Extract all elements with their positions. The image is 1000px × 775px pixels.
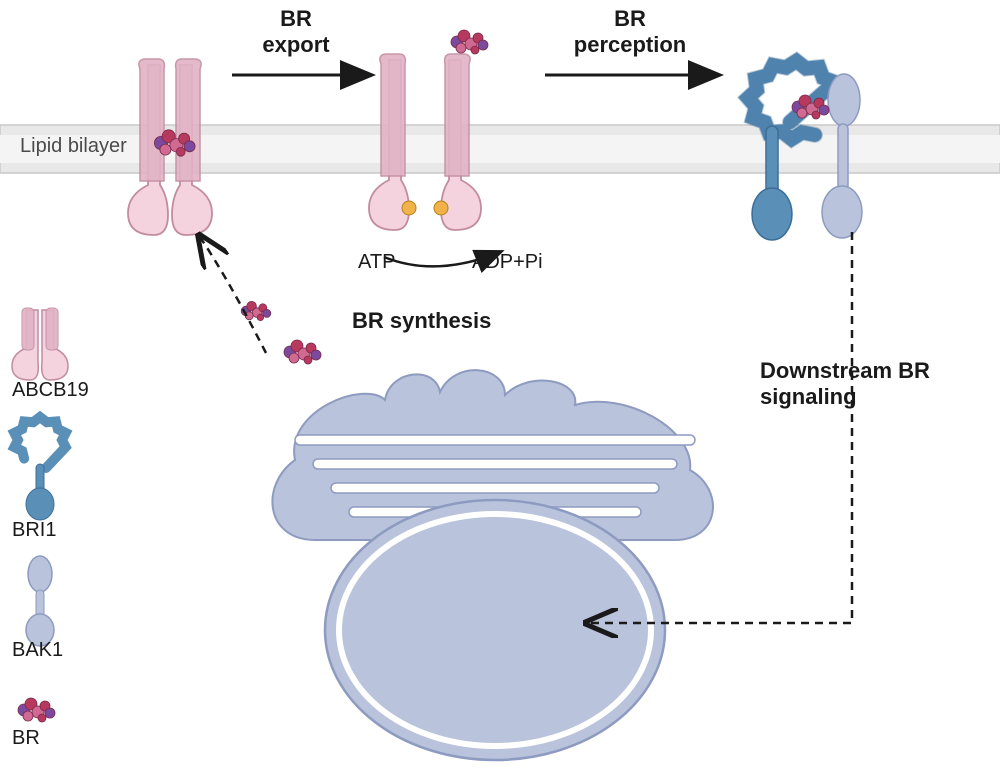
legend-abcb19-icon xyxy=(12,308,68,380)
label-downstream-line1: Downstream BR xyxy=(760,358,930,383)
legend-bri1-label: BRI1 xyxy=(12,519,56,541)
br-molecule-synthesis-1 xyxy=(284,340,321,364)
label-br-perception-line2: perception xyxy=(574,32,686,57)
legend-br-label: BR xyxy=(12,727,40,749)
arrow-br-to-membrane xyxy=(200,237,266,353)
label-br-export-line2: export xyxy=(262,32,330,57)
legend-bak1-icon xyxy=(26,556,54,646)
legend-br-icon xyxy=(18,698,55,722)
label-br-perception-line1: BR xyxy=(614,6,646,31)
label-br-export-line1: BR xyxy=(280,6,312,31)
legend-bak1-label: BAK1 xyxy=(12,639,63,661)
label-atp: ATP xyxy=(358,251,395,273)
br-molecule-synthesis-2 xyxy=(241,301,271,320)
br-molecule-exported xyxy=(451,30,488,54)
label-adp-pi: ADP+Pi xyxy=(472,251,543,273)
label-downstream-line2: signaling xyxy=(760,384,857,409)
lipid-bilayer-label: Lipid bilayer xyxy=(20,135,127,157)
legend-abcb19-label: ABCB19 xyxy=(12,379,89,401)
legend-bri1-icon xyxy=(14,417,65,520)
nucleus xyxy=(325,500,665,760)
label-br-synthesis: BR synthesis xyxy=(352,308,491,333)
diagram-canvas: Lipid bilayer BR export BR perception BR… xyxy=(0,0,1000,775)
atp-sites xyxy=(402,201,448,215)
